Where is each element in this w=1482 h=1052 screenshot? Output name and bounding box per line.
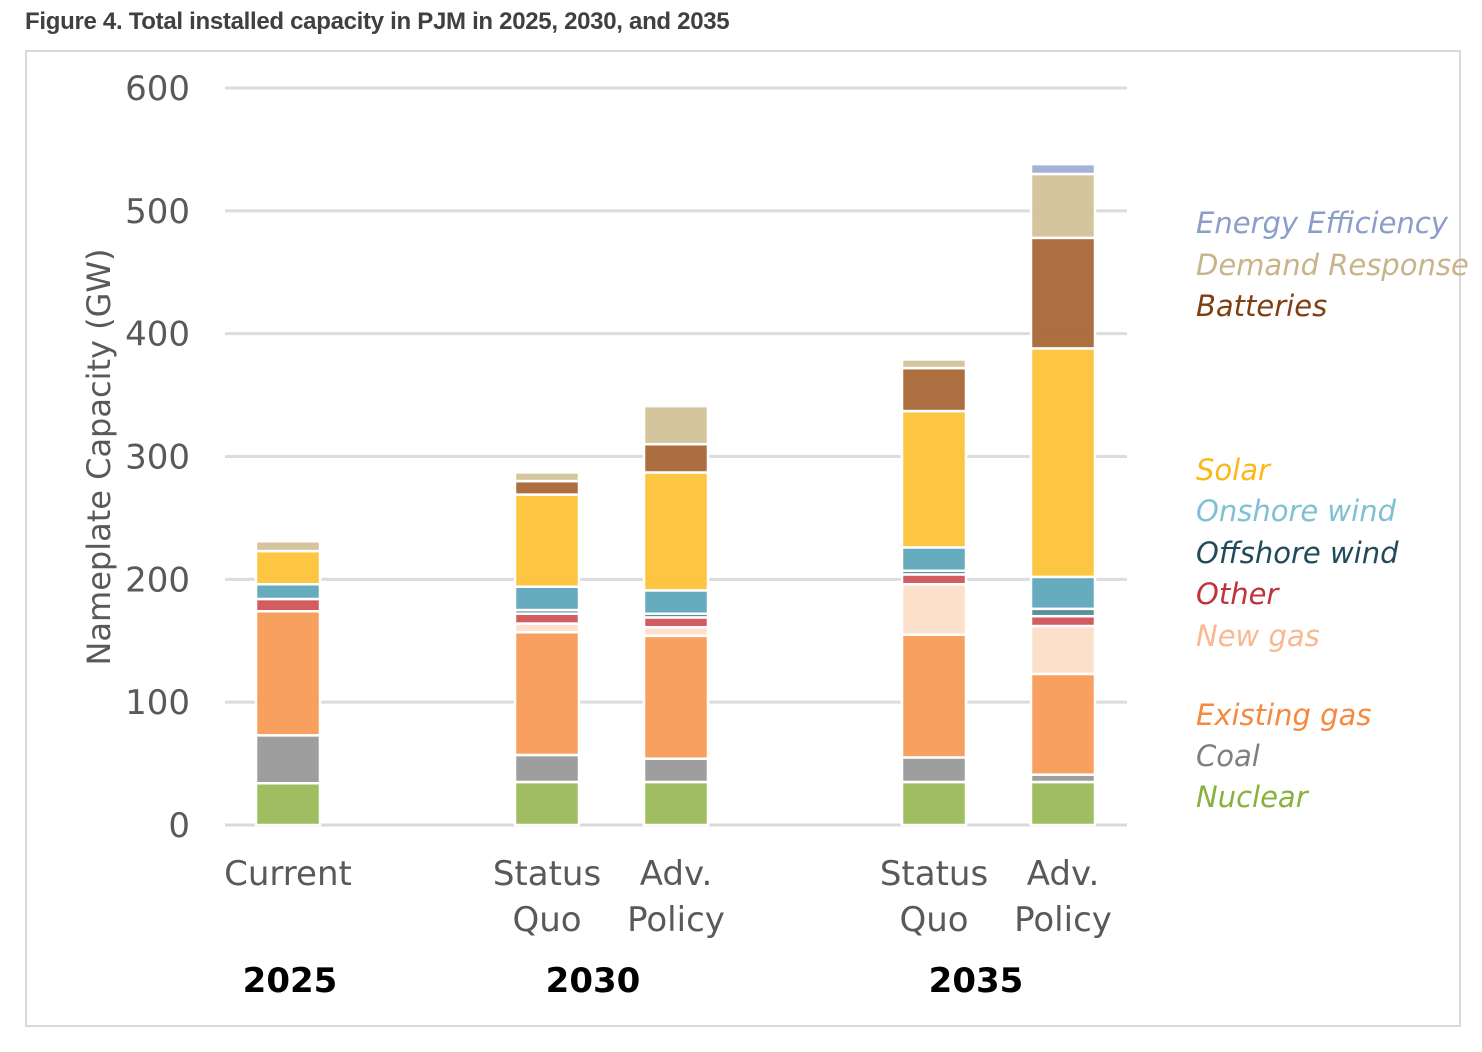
bar-segment-onshore-wind xyxy=(1029,575,1097,611)
bar-stack xyxy=(900,358,968,827)
bar-segment-other xyxy=(1029,614,1097,628)
bar-segment-other xyxy=(254,597,322,613)
bar-stack xyxy=(254,540,322,827)
bar-segment-coal xyxy=(254,734,322,785)
bar-segment-batteries xyxy=(900,366,968,413)
bar-segment-new-gas xyxy=(513,622,581,634)
bar-segment-coal xyxy=(642,757,710,784)
bar-segment-onshore-wind xyxy=(642,589,710,615)
bar-segment-demand-response xyxy=(642,404,710,446)
x-axis-category-labels: Current Status Quo Adv. Policy Status Quo Adv. P… xyxy=(224,854,1112,940)
bar-segment-solar xyxy=(642,471,710,592)
bars xyxy=(254,162,1097,827)
bar-segment-existing-gas xyxy=(1029,672,1097,776)
bar-stack xyxy=(1029,162,1097,827)
legend-item-nuclear: Nuclear xyxy=(1196,780,1310,814)
x-category-label: Quo xyxy=(512,900,581,940)
bar-stack xyxy=(513,471,581,827)
legend-item-coal: Coal xyxy=(1196,739,1260,773)
bar-segment-demand-response xyxy=(254,540,322,553)
bar-segment-coal xyxy=(900,756,968,784)
bar-segment-existing-gas xyxy=(513,630,581,757)
x-category-label: Status xyxy=(493,854,601,894)
legend-item-other: Other xyxy=(1196,577,1280,611)
legend-item-demand-response: Demand Response xyxy=(1196,248,1469,282)
bar-segment-other xyxy=(642,616,710,629)
bar-segment-coal xyxy=(513,753,581,784)
legend-item-solar: Solar xyxy=(1196,453,1272,487)
y-tick-label: 200 xyxy=(125,560,190,600)
bar-segment-batteries xyxy=(513,479,581,496)
bar-segment-existing-gas xyxy=(900,633,968,759)
y-tick-label: 0 xyxy=(168,806,190,846)
legend-item-energy-efficiency: Energy Efficiency xyxy=(1196,206,1449,240)
bar-segment-nuclear xyxy=(1029,780,1097,827)
x-category-label: Adv. xyxy=(640,854,713,894)
bar-segment-demand-response xyxy=(900,358,968,370)
bar-segment-onshore-wind xyxy=(900,546,968,572)
legend: Energy Efficiency Demand Response Batterie… xyxy=(1196,206,1469,814)
chart-frame xyxy=(25,50,1461,1027)
bar-segment-solar xyxy=(1029,347,1097,579)
bar-segment-demand-response xyxy=(1029,172,1097,240)
x-category-label: Adv. xyxy=(1027,854,1100,894)
y-tick-label: 500 xyxy=(125,192,190,232)
x-group-label: 2035 xyxy=(929,961,1024,1001)
figure-title: Figure 4. Total installed capacity in PJ… xyxy=(25,8,730,35)
bar-segment-other xyxy=(513,612,581,625)
x-category-label: Policy xyxy=(1014,900,1112,940)
bar-segment-nuclear xyxy=(642,780,710,827)
bar-segment-nuclear xyxy=(513,780,581,827)
x-category-label: Quo xyxy=(899,900,968,940)
bar-segment-new-gas xyxy=(900,582,968,636)
bar-segment-solar xyxy=(254,549,322,586)
bar-segment-existing-gas xyxy=(642,634,710,760)
bar-segment-demand-response xyxy=(513,471,581,483)
x-category-label: Policy xyxy=(627,900,725,940)
x-axis-group-labels: 2025 2030 2035 xyxy=(243,961,1024,1001)
y-tick-label: 600 xyxy=(125,69,190,109)
bar-segment-existing-gas xyxy=(254,610,322,737)
y-tick-label: 300 xyxy=(125,438,190,478)
bar-segment-batteries xyxy=(642,442,710,474)
bar-segment-other xyxy=(900,573,968,586)
bar-segment-onshore-wind xyxy=(254,582,322,601)
y-axis-ticks: 0 100 200 300 400 500 600 xyxy=(125,69,190,846)
bar-segment-batteries xyxy=(1029,236,1097,350)
legend-item-existing-gas: Existing gas xyxy=(1196,698,1371,732)
x-group-label: 2025 xyxy=(243,961,338,1001)
bar-segment-solar xyxy=(513,493,581,588)
y-axis-label: Nameplate Capacity (GW) xyxy=(80,248,118,665)
y-tick-label: 400 xyxy=(125,315,190,355)
bar-segment-nuclear xyxy=(900,780,968,827)
gridlines xyxy=(225,86,1127,827)
bar-segment-energy-efficiency xyxy=(1029,162,1097,176)
bar-segment-new-gas xyxy=(1029,624,1097,676)
x-group-label: 2030 xyxy=(546,961,641,1001)
bar-segment-new-gas xyxy=(642,625,710,638)
x-category-label: Status xyxy=(880,854,988,894)
legend-item-batteries: Batteries xyxy=(1196,289,1327,323)
legend-item-offshore-wind: Offshore wind xyxy=(1196,536,1399,570)
bar-segment-solar xyxy=(900,409,968,549)
legend-item-onshore-wind: Onshore wind xyxy=(1196,494,1397,528)
y-tick-label: 100 xyxy=(125,683,190,723)
bar-stack xyxy=(642,404,710,827)
x-category-label: Current xyxy=(224,854,352,894)
bar-segment-onshore-wind xyxy=(513,585,581,612)
legend-item-new-gas: New gas xyxy=(1196,619,1320,653)
bar-segment-nuclear xyxy=(254,781,322,827)
